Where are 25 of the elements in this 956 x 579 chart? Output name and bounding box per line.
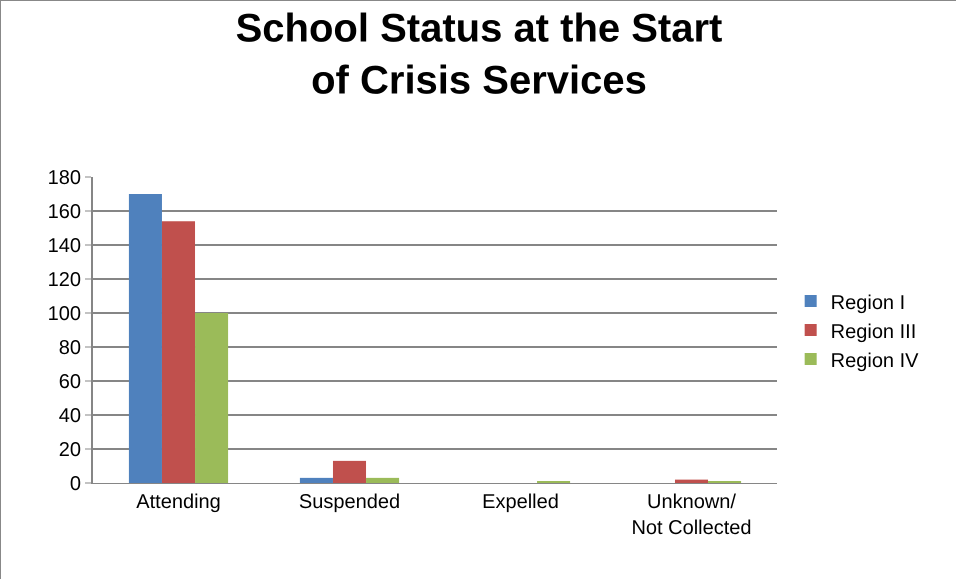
y-tick-label: 180 — [48, 167, 81, 189]
y-tick-label: 100 — [48, 303, 81, 325]
bar — [674, 480, 708, 483]
x-tick-label: Unknown/Not Collected — [631, 491, 752, 539]
chart-title: School Status at the Start of Crisis Services — [236, 6, 722, 103]
x-tick-label: Suspended — [298, 491, 400, 513]
y-tick-label: 80 — [58, 337, 81, 359]
bar — [195, 313, 228, 483]
bar — [128, 194, 162, 483]
y-tick-label: 60 — [58, 371, 81, 393]
bar — [300, 478, 333, 483]
y-tick-label: 120 — [48, 269, 81, 291]
y-tick-label: 140 — [48, 235, 81, 257]
bar — [366, 478, 400, 483]
y-tick-label: 40 — [58, 405, 81, 427]
x-tick-label: Attending — [136, 491, 221, 513]
legend-label: Region I — [830, 292, 906, 314]
y-tick-label: 0 — [70, 473, 81, 495]
legend-label: Region III — [830, 320, 916, 343]
y-tick-label: 20 — [58, 439, 81, 461]
bar — [162, 221, 196, 483]
legend-label: Region IV — [830, 350, 920, 372]
x-tick-label: Expelled — [482, 491, 559, 513]
bar — [332, 460, 366, 483]
y-tick-label: 160 — [48, 201, 81, 223]
